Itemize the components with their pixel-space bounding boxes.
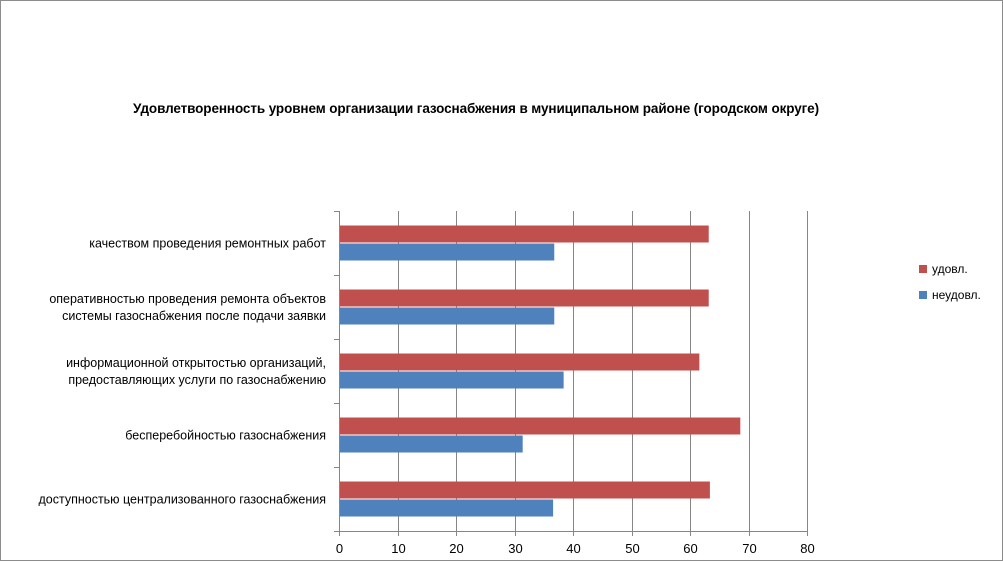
x-tick-label-2: 20: [449, 541, 463, 556]
x-tick-label-6: 60: [683, 541, 697, 556]
chart-title: Удовлетворенность уровнем организации га…: [133, 101, 819, 116]
bar-satisfied-3: [340, 417, 741, 435]
legend-item-0: удовл.: [919, 259, 981, 279]
legend: удовл. неудовл.: [919, 259, 981, 311]
category-label-0: качеством проведения ремонтных работ: [89, 237, 326, 251]
x-tick-label-7: 70: [742, 541, 756, 556]
x-tick-label-3: 30: [508, 541, 522, 556]
x-tick-label-5: 50: [625, 541, 639, 556]
category-label-2-line-1: предоставляющих услуги по газоснабжению: [68, 373, 326, 387]
bar-unsatisfied-0: [340, 243, 555, 261]
category-label-2-line-0: информационной открытостью организаций,: [66, 356, 326, 370]
bar-satisfied-2: [340, 353, 700, 371]
bar-unsatisfied-4: [340, 499, 554, 517]
bar-unsatisfied-3: [340, 435, 523, 453]
legend-item-1: неудовл.: [919, 285, 981, 305]
x-tick-label-4: 40: [566, 541, 580, 556]
bar-satisfied-1: [340, 289, 709, 307]
bar-satisfied-4: [340, 481, 710, 499]
category-label-3: бесперебойностью газоснабжения: [125, 429, 326, 443]
category-label-4: доступностью централизованного газоснабж…: [38, 493, 326, 507]
legend-swatch-1: [919, 291, 927, 299]
legend-swatch-0: [919, 265, 927, 273]
legend-label-1: неудовл.: [932, 288, 981, 302]
bar-unsatisfied-1: [340, 307, 555, 325]
x-tick-label-1: 10: [391, 541, 405, 556]
category-label-1-line-1: системы газоснабжения после подачи заявк…: [62, 309, 326, 323]
legend-label-0: удовл.: [932, 262, 968, 276]
x-tick-label-8: 80: [800, 541, 814, 556]
bar-unsatisfied-2: [340, 371, 564, 389]
bar-satisfied-0: [340, 225, 709, 243]
category-label-1-line-0: оперативностью проведения ремонта объект…: [49, 292, 326, 306]
x-tick-label-0: 0: [336, 541, 343, 556]
